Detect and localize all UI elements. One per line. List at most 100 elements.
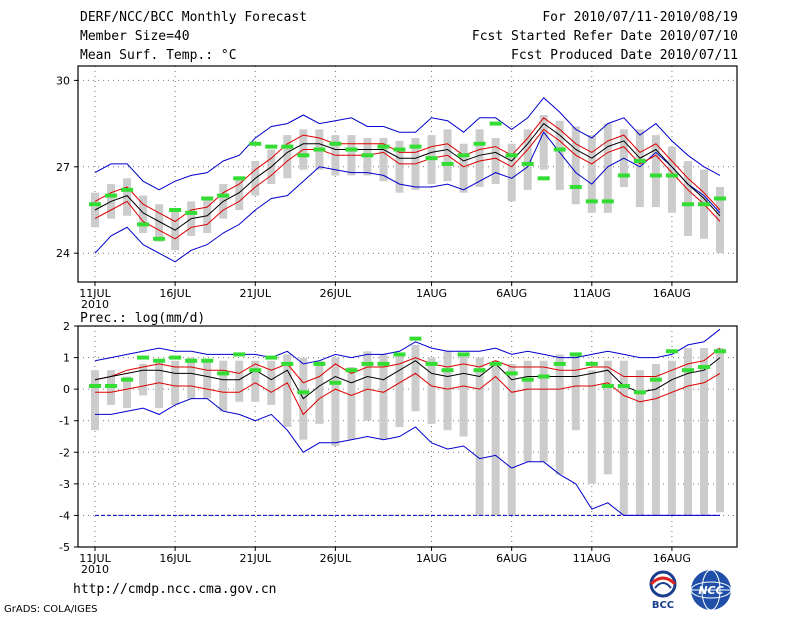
forecast-marker <box>457 352 470 357</box>
forecast-marker <box>537 374 550 379</box>
forecast-marker <box>521 377 534 382</box>
member-range-box <box>123 178 132 216</box>
member-range-box <box>635 370 644 516</box>
series-line-ensemble-mean <box>94 122 721 231</box>
grads-credit: GrADS: COLA/IGES <box>4 604 98 615</box>
forecast-marker <box>297 390 310 395</box>
y-tick-label: 24 <box>56 247 70 260</box>
forecast-marker <box>249 368 262 373</box>
member-range-box <box>651 363 660 516</box>
forecast-marker <box>473 368 486 373</box>
member-range-box <box>619 360 628 516</box>
member-range-box <box>539 114 548 170</box>
member-range-box <box>363 351 372 421</box>
forecast-marker <box>697 365 710 370</box>
forecast-marker <box>377 144 390 149</box>
x-tick-label: 16JUL <box>159 287 191 300</box>
member-size-label: Member Size=40 <box>80 29 190 44</box>
forecast-marker <box>185 210 198 215</box>
x-tick-label: 11JUL <box>79 552 111 565</box>
forecast-marker <box>233 352 246 357</box>
member-range-box <box>251 360 260 402</box>
member-range-box <box>91 370 99 431</box>
forecast-marker <box>649 377 662 382</box>
forecast-marker <box>137 355 150 360</box>
forecast-marker <box>569 184 582 189</box>
member-range-box <box>203 360 212 399</box>
member-range-box <box>716 348 724 513</box>
member-range-box <box>123 376 132 409</box>
forecast-marker <box>585 361 598 366</box>
member-range-box <box>667 146 676 213</box>
fcst-produced-date-label: Fcst Produced Date 2010/07/11 <box>511 48 738 63</box>
forecast-marker <box>441 161 454 166</box>
member-range-box <box>139 195 148 234</box>
forecast-marker <box>601 199 614 204</box>
precip-panel-title: Prec.: log(mm/d) <box>80 311 205 326</box>
forecast-marker <box>377 361 390 366</box>
member-range-box <box>283 135 292 179</box>
member-range-box <box>139 363 148 396</box>
member-range-box <box>555 354 564 475</box>
forecast-marker <box>425 156 438 161</box>
member-range-box <box>507 143 516 202</box>
variable-label: Mean Surf. Temp.: °C <box>80 48 237 63</box>
member-range-box <box>459 143 468 193</box>
x-tick-label: 16AUG <box>653 287 691 300</box>
series-line-ensemble-min <box>94 96 721 191</box>
forecast-period-label: For 2010/07/11-2010/08/19 <box>542 10 738 25</box>
forecast-marker <box>153 236 166 241</box>
forecast-marker <box>409 144 422 149</box>
member-range-box <box>411 344 420 412</box>
member-range-box <box>635 129 644 208</box>
x-tick-label: 26JUL <box>320 552 352 565</box>
forecast-marker <box>249 141 262 146</box>
member-range-box <box>459 354 468 437</box>
forecast-marker <box>553 361 566 366</box>
forecast-marker <box>313 361 326 366</box>
x-tick-label: 1AUG <box>416 287 447 300</box>
plot-frame <box>77 325 738 548</box>
forecast-marker <box>633 390 646 395</box>
x-tick-label: 16JUL <box>159 552 191 565</box>
x-tick-label: 21JUL <box>240 287 272 300</box>
x-tick-label: 16AUG <box>653 552 691 565</box>
member-range-box <box>395 354 404 428</box>
chart-panel-2: -5 -4 -3 -2 -1 0 1 2 11JUL 16JUL 21JUL 26JUL 1AUG 6AU… <box>59 320 738 576</box>
series-line-ensemble-max <box>94 131 721 263</box>
member-range-box <box>219 360 228 412</box>
forecast-marker <box>505 371 518 376</box>
member-range-box <box>491 360 500 516</box>
member-range-box <box>523 129 532 190</box>
forecast-marker <box>521 161 534 166</box>
member-range-box <box>443 351 452 431</box>
series-line-ensemble-mean <box>94 357 721 400</box>
member-range-box <box>667 360 676 516</box>
member-range-box <box>379 138 388 182</box>
forecast-marker <box>697 202 710 207</box>
footer-url: http://cmdp.ncc.cma.gov.cn <box>73 582 277 597</box>
member-range-box <box>587 135 596 213</box>
forecast-marker <box>393 352 406 357</box>
member-range-box <box>683 348 692 516</box>
member-range-box <box>651 135 660 208</box>
series-line-spread-upper <box>94 117 721 223</box>
forecast-marker <box>361 153 374 158</box>
y-tick-label: 0 <box>63 383 70 396</box>
member-range-box <box>555 120 564 190</box>
member-range-box <box>683 161 692 236</box>
member-range-box <box>699 348 708 516</box>
member-range-box <box>155 204 164 242</box>
series-line-spread-lower <box>94 128 721 240</box>
ncc-logo-text: NCC <box>698 584 723 597</box>
forecast-marker <box>121 187 134 192</box>
forecast-marker <box>473 141 486 146</box>
forecast-marker <box>281 361 294 366</box>
forecast-marker <box>265 355 278 360</box>
forecast-marker <box>297 153 310 158</box>
forecast-marker <box>665 173 678 178</box>
member-range-box <box>315 360 324 424</box>
forecast-marker <box>233 176 246 181</box>
bcc-logo-text: BCC <box>652 600 674 610</box>
member-range-box <box>171 360 180 405</box>
